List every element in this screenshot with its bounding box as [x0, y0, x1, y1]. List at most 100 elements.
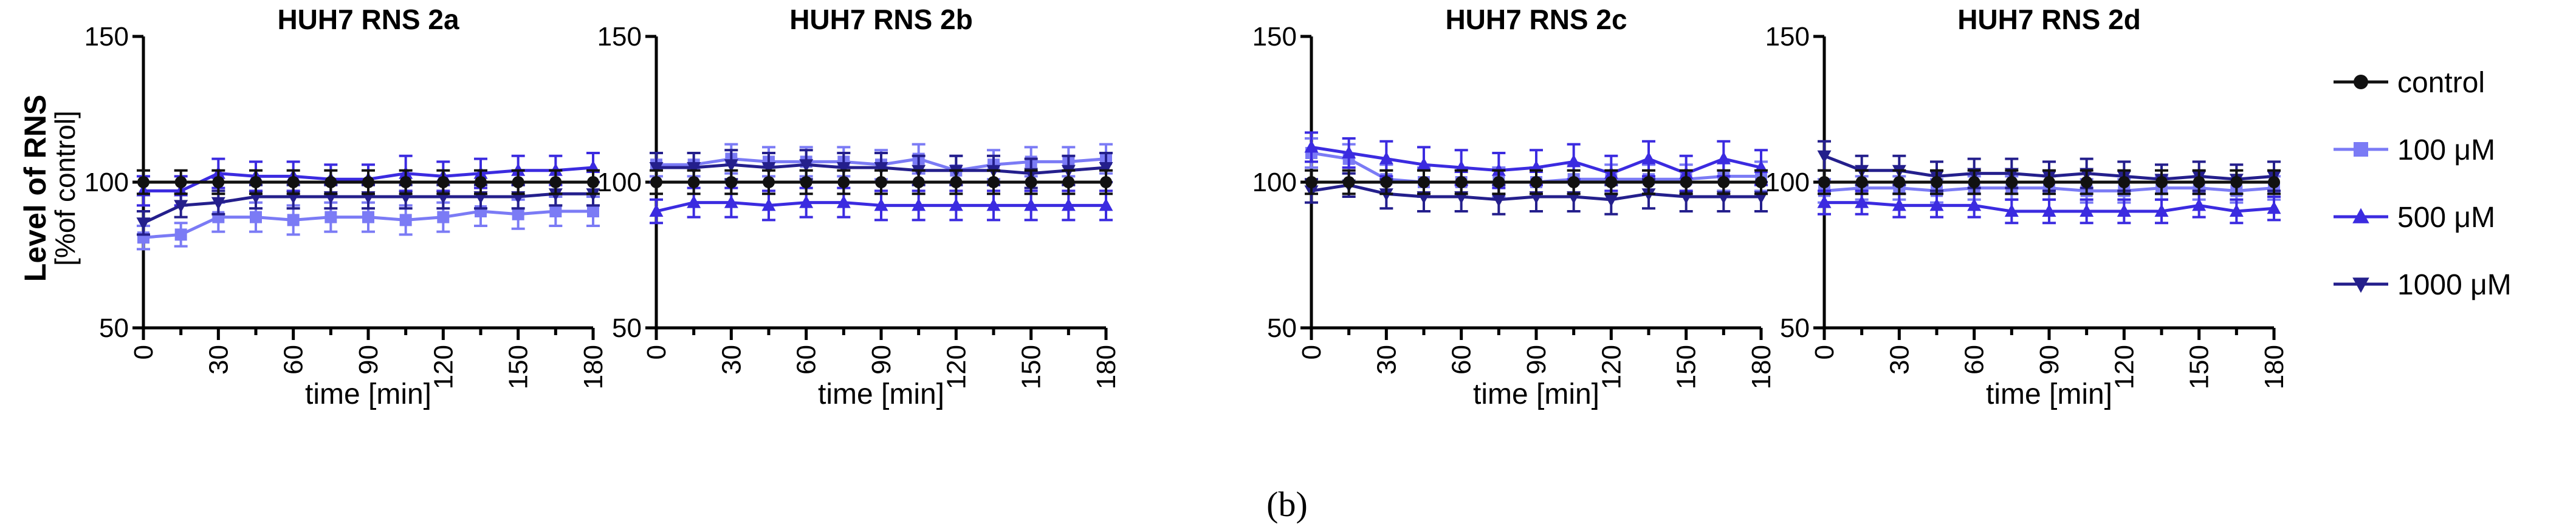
chart-title: HUH7 RNS 2b: [789, 4, 973, 35]
data-point: [1817, 150, 1832, 163]
legend-item: 100 μM: [2334, 134, 2495, 166]
y-axis-label-main: Level of RNS: [18, 95, 52, 282]
data-point: [912, 198, 926, 211]
data-point: [512, 208, 524, 220]
data-point: [874, 162, 888, 175]
data-point: [950, 176, 963, 188]
y-tick-label: 150: [1252, 22, 1297, 52]
data-point: [1418, 176, 1430, 188]
data-point: [987, 176, 1000, 188]
data-point: [763, 176, 775, 188]
data-point: [1492, 176, 1505, 188]
x-tick-label: 0: [1810, 345, 1839, 359]
data-point: [724, 159, 738, 172]
data-point: [549, 176, 562, 188]
legend-marker: [2352, 208, 2369, 223]
data-point: [1379, 151, 1393, 165]
data-point: [2193, 176, 2205, 188]
x-tick-label: 30: [716, 345, 746, 375]
y-tick-label: 50: [99, 313, 129, 343]
data-point: [1491, 194, 1506, 207]
data-point: [649, 204, 664, 217]
data-point: [1893, 176, 1906, 188]
data-point: [2268, 176, 2280, 188]
series-control: [1305, 169, 1768, 195]
series-500-μM: [1817, 189, 2281, 225]
data-point: [1931, 176, 1943, 188]
data-point: [549, 205, 562, 217]
data-point: [761, 162, 776, 175]
data-point: [211, 197, 225, 210]
x-tick-label: 120: [1596, 345, 1626, 389]
data-point: [800, 176, 812, 188]
data-point: [1061, 198, 1076, 211]
chart-title: HUH7 RNS 2a: [277, 4, 459, 35]
data-point: [399, 176, 412, 188]
data-point: [1967, 198, 1982, 211]
chart-title: HUH7 RNS 2c: [1445, 4, 1627, 35]
data-point: [2267, 201, 2281, 214]
x-tick-label: 150: [504, 345, 534, 389]
x-tick-label: 90: [2035, 345, 2064, 375]
data-point: [437, 176, 450, 188]
data-point: [174, 176, 187, 188]
y-tick-label: 150: [597, 22, 642, 52]
data-point: [2004, 204, 2019, 217]
legend-label: control: [2397, 67, 2485, 99]
data-point: [687, 176, 700, 188]
data-point: [512, 176, 524, 188]
data-point: [1455, 176, 1468, 188]
data-point: [836, 195, 851, 208]
data-point: [1417, 157, 1431, 171]
x-tick-label: 90: [867, 345, 896, 375]
data-point: [1099, 198, 1113, 211]
data-point: [2080, 176, 2093, 188]
data-point: [174, 228, 187, 241]
data-point: [2005, 176, 2018, 188]
x-axis-label: time [min]: [1986, 378, 2112, 410]
data-point: [1717, 176, 1730, 188]
data-point: [1304, 140, 1319, 153]
data-point: [1567, 154, 1581, 168]
x-tick-label: 0: [642, 345, 671, 359]
data-point: [687, 195, 701, 208]
data-point: [1342, 176, 1355, 188]
data-point: [2043, 176, 2055, 188]
data-point: [1818, 176, 1830, 188]
data-point: [687, 162, 701, 175]
y-tick-label: 50: [1267, 313, 1297, 343]
x-tick-label: 180: [2259, 345, 2289, 389]
legend: control 100 μM 500 μM 1000 μM: [2334, 67, 2512, 301]
y-tick-label: 100: [597, 168, 642, 197]
x-tick-label: 120: [428, 345, 458, 389]
data-point: [325, 176, 337, 188]
x-tick-label: 180: [1091, 345, 1121, 389]
data-point: [986, 198, 1001, 211]
legend-label: 500 μM: [2397, 202, 2495, 234]
data-point: [949, 198, 963, 211]
data-point: [1062, 176, 1075, 188]
data-point: [799, 159, 814, 172]
data-point: [2229, 204, 2244, 217]
data-point: [1100, 176, 1112, 188]
x-tick-label: 150: [1017, 345, 1046, 389]
data-point: [836, 162, 851, 175]
data-point: [287, 214, 300, 226]
data-point: [724, 195, 738, 208]
data-point: [2230, 176, 2243, 188]
data-point: [1641, 151, 1656, 165]
data-point: [250, 211, 262, 223]
data-point: [1892, 198, 1906, 211]
legend-marker: [2354, 142, 2368, 157]
data-point: [587, 176, 599, 188]
x-tick-label: 120: [941, 345, 971, 389]
x-tick-label: 60: [279, 345, 309, 375]
data-point: [1716, 151, 1731, 165]
data-point: [1605, 176, 1618, 188]
data-point: [362, 176, 374, 188]
data-point: [137, 176, 149, 188]
x-tick-label: 60: [1447, 345, 1477, 375]
data-point: [475, 176, 487, 188]
data-point: [837, 176, 850, 188]
